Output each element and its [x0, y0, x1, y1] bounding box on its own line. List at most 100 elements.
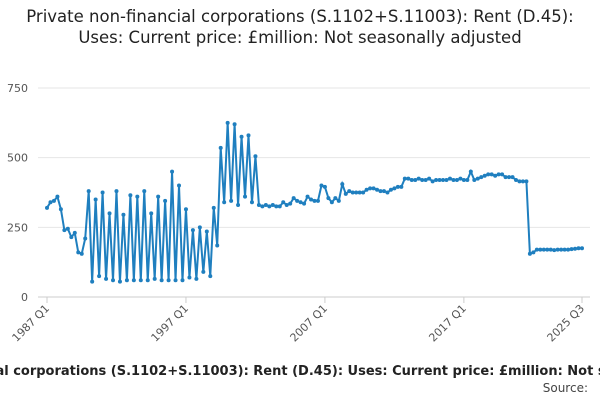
point — [482, 173, 487, 178]
point — [423, 177, 428, 182]
point — [385, 190, 390, 195]
point — [493, 173, 498, 178]
point — [378, 189, 383, 194]
point — [489, 172, 494, 177]
point — [225, 120, 230, 125]
point — [274, 204, 279, 209]
point — [343, 191, 348, 196]
point — [55, 194, 60, 199]
point — [322, 184, 327, 189]
point — [267, 204, 272, 209]
point — [531, 250, 536, 255]
point — [576, 246, 581, 251]
point — [444, 177, 449, 182]
point — [281, 200, 286, 205]
point — [507, 175, 512, 180]
point — [79, 251, 84, 256]
point — [413, 177, 418, 182]
point — [329, 200, 334, 205]
x-tick-label: 1997 Q1 — [149, 302, 192, 345]
point — [472, 177, 477, 182]
point — [190, 228, 195, 233]
point — [340, 182, 345, 187]
point — [163, 198, 168, 203]
point — [437, 177, 442, 182]
point — [48, 200, 53, 205]
point — [152, 276, 157, 281]
point — [486, 172, 491, 177]
point — [319, 183, 324, 188]
point — [117, 279, 122, 284]
point — [496, 172, 501, 177]
point — [326, 196, 331, 201]
point — [548, 247, 553, 252]
point — [180, 278, 185, 283]
point — [524, 179, 529, 184]
point — [229, 198, 234, 203]
point — [545, 247, 550, 252]
point — [541, 247, 546, 252]
point — [253, 154, 258, 159]
point — [72, 230, 77, 235]
point — [159, 278, 164, 283]
point — [420, 177, 425, 182]
point — [62, 228, 67, 233]
point — [573, 246, 578, 251]
point — [510, 175, 515, 180]
y-tick-label: 250 — [7, 221, 28, 234]
point — [291, 196, 296, 201]
x-tick-label: 1987 Q1 — [10, 302, 53, 345]
point — [222, 200, 227, 205]
point — [256, 203, 261, 208]
point — [263, 203, 268, 208]
point — [513, 177, 518, 182]
point — [559, 247, 564, 252]
point — [65, 226, 70, 231]
point — [552, 248, 557, 253]
point — [270, 203, 275, 208]
point — [368, 186, 373, 191]
point — [371, 186, 376, 191]
caption: Private non-financial corporations (S.11… — [0, 364, 600, 379]
point — [399, 184, 404, 189]
point — [305, 194, 310, 199]
point — [194, 276, 199, 281]
point — [388, 187, 393, 192]
point — [83, 236, 88, 241]
point — [288, 201, 293, 206]
point — [454, 177, 459, 182]
point — [375, 187, 380, 192]
point — [333, 196, 338, 201]
point — [201, 269, 206, 274]
point — [538, 247, 543, 252]
chart-title: Private non-financial corporations (S.11… — [26, 7, 574, 47]
point — [128, 193, 133, 198]
point — [580, 246, 584, 251]
point — [97, 274, 102, 279]
point — [114, 189, 119, 194]
point — [145, 278, 150, 283]
x-tick-label: 2025 Q3 — [545, 302, 588, 345]
point — [475, 176, 480, 181]
point — [197, 225, 202, 230]
point — [427, 176, 432, 181]
point — [347, 189, 352, 194]
point — [350, 190, 355, 195]
point — [121, 212, 126, 217]
point — [104, 276, 109, 281]
point — [315, 198, 320, 203]
point — [451, 177, 456, 182]
point — [309, 197, 314, 202]
point — [177, 183, 182, 188]
point — [500, 172, 505, 177]
point — [166, 278, 171, 283]
point — [260, 204, 265, 209]
point — [183, 207, 188, 212]
point — [465, 177, 470, 182]
point — [69, 235, 74, 240]
point — [246, 133, 251, 138]
point — [149, 211, 154, 216]
x-tick-label: 2007 Q1 — [288, 302, 331, 345]
point — [208, 274, 213, 279]
